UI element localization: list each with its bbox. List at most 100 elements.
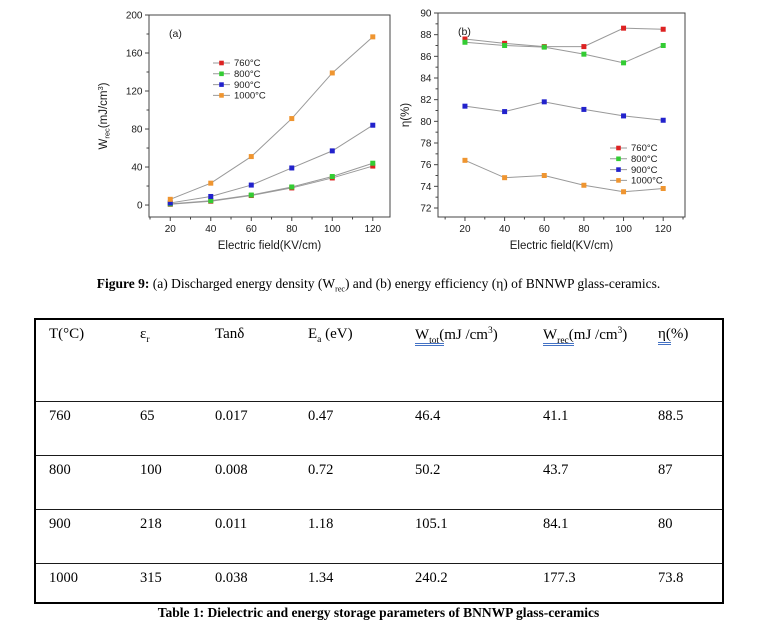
- data-point-marker: [370, 122, 376, 128]
- table-header-row: T(°C) εr Tanδ Ea (eV) Wtot(mJ /cm3) Wrec(mJ /…: [35, 319, 723, 401]
- data-point-marker: [208, 193, 214, 199]
- data-point-marker: [289, 184, 295, 190]
- data-point-marker: [329, 174, 335, 180]
- data-point-marker: [248, 154, 254, 160]
- svg-text:200: 200: [126, 11, 143, 22]
- data-point-marker: [208, 198, 214, 204]
- svg-text:80: 80: [578, 224, 590, 235]
- table-cell: 800: [35, 454, 127, 509]
- legend-marker: [219, 93, 224, 98]
- legend-marker: [219, 71, 224, 77]
- svg-text:82: 82: [420, 95, 432, 106]
- svg-text:20: 20: [165, 224, 177, 235]
- data-point-marker: [581, 182, 587, 188]
- legend-marker: [616, 145, 621, 151]
- series-1000°C: [462, 157, 666, 195]
- table-cell: 84.1: [530, 508, 645, 563]
- table-cell: 87: [645, 454, 723, 509]
- data-point-marker: [370, 160, 376, 166]
- table-cell: 315: [127, 562, 202, 603]
- table-cell: 760: [35, 400, 127, 455]
- legend-label: 760°C: [631, 143, 658, 154]
- data-point-marker: [502, 43, 508, 49]
- data-point-marker: [660, 117, 666, 123]
- column-header: T(°C): [49, 326, 85, 342]
- legend-entry: 760°C: [213, 58, 261, 69]
- data-point-marker: [248, 182, 254, 188]
- data-point-marker: [660, 43, 666, 49]
- svg-text:120: 120: [655, 224, 672, 235]
- series-760°C: [167, 163, 376, 207]
- table-cell: 80: [645, 508, 723, 563]
- dielectric-parameters-table: T(°C) εr Tanδ Ea (eV) Wtot(mJ /cm3) Wrec(mJ /…: [34, 318, 724, 604]
- data-point-marker: [167, 200, 173, 206]
- data-point-marker: [462, 103, 468, 109]
- table-cell: 43.7: [530, 454, 645, 509]
- data-point-marker: [370, 163, 376, 169]
- table-cell: 240.2: [402, 562, 530, 603]
- chart-svg: 20 40 60 80 100 120 Electric field(KV/cm) 0 40 80…: [96, 11, 391, 252]
- legend-entry: 1000°C: [213, 91, 266, 102]
- legend-entry: 1000°C: [610, 176, 663, 187]
- svg-text:0: 0: [137, 201, 143, 212]
- svg-text:120: 120: [364, 224, 381, 235]
- legend-entry: 900°C: [610, 165, 658, 176]
- svg-text:100: 100: [615, 224, 632, 235]
- table-row: 760 65 0.017 0.47 46.4 41.1 88.5: [35, 400, 723, 455]
- figure-caption: Figure 9: (a) Discharged energy density …: [0, 276, 757, 294]
- data-point-marker: [660, 26, 666, 32]
- figure-caption-subscript: rec: [335, 284, 345, 294]
- column-header: Ea (eV): [308, 326, 353, 345]
- y-axis-label: Wrec(mJ/cm3): [96, 82, 112, 149]
- svg-text:76: 76: [420, 160, 432, 171]
- data-point-marker: [502, 175, 508, 181]
- table-cell: 46.4: [402, 400, 530, 455]
- svg-text:74: 74: [420, 182, 432, 193]
- table-cell: 0.038: [202, 562, 295, 603]
- table-cell: 65: [127, 400, 202, 455]
- data-point-marker: [208, 180, 214, 186]
- x-axis-label: Electric field(KV/cm): [218, 240, 322, 252]
- series-900°C: [167, 122, 376, 206]
- plot-area: [437, 12, 686, 218]
- table-row: 800 100 0.008 0.72 50.2 43.7 87: [35, 454, 723, 509]
- data-point-marker: [289, 116, 295, 122]
- column-header: Wtot(mJ /cm3): [415, 326, 498, 346]
- table-cell: 105.1: [402, 508, 530, 563]
- table-cell: 0.72: [295, 454, 402, 509]
- data-point-marker: [541, 44, 547, 50]
- svg-text:60: 60: [246, 224, 258, 235]
- data-point-marker: [462, 157, 468, 163]
- svg-text:160: 160: [126, 49, 143, 60]
- table-cell: 900: [35, 508, 127, 563]
- table-cell: 0.017: [202, 400, 295, 455]
- svg-text:80: 80: [131, 125, 143, 136]
- data-point-marker: [621, 60, 627, 66]
- data-point-marker: [370, 34, 376, 40]
- legend-label: 1000°C: [234, 91, 266, 102]
- legend-label: 800°C: [631, 154, 658, 165]
- data-point-marker: [660, 186, 666, 192]
- data-point-marker: [541, 173, 547, 179]
- table-cell: 0.008: [202, 454, 295, 509]
- legend-label: 900°C: [631, 165, 658, 176]
- legend-marker: [219, 82, 224, 87]
- svg-text:120: 120: [126, 87, 143, 98]
- data-point-marker: [541, 99, 547, 105]
- table-caption: Table 1: Dielectric and energy storage p…: [157, 605, 600, 620]
- series-800°C: [167, 160, 376, 207]
- legend-label: 900°C: [234, 80, 261, 91]
- column-header: η(%): [645, 319, 723, 401]
- table-cell: 218: [127, 508, 202, 563]
- figure-9-panel: 20 40 60 80 100 120 Electric field(KV/cm) 0 40 80…: [0, 0, 757, 270]
- chart-discharged-energy-density: 20 40 60 80 100 120 Electric field(KV/cm) 0 40 80…: [95, 3, 425, 265]
- x-axis: 20 40 60 80 100 120 Electric field(KV/cm): [149, 217, 382, 252]
- data-point-marker: [329, 70, 335, 76]
- svg-text:40: 40: [131, 163, 143, 174]
- x-axis: 20 40 60 80 100 120 Electric field(KV/cm): [444, 217, 684, 252]
- svg-text:86: 86: [420, 52, 432, 63]
- svg-text:100: 100: [324, 224, 341, 235]
